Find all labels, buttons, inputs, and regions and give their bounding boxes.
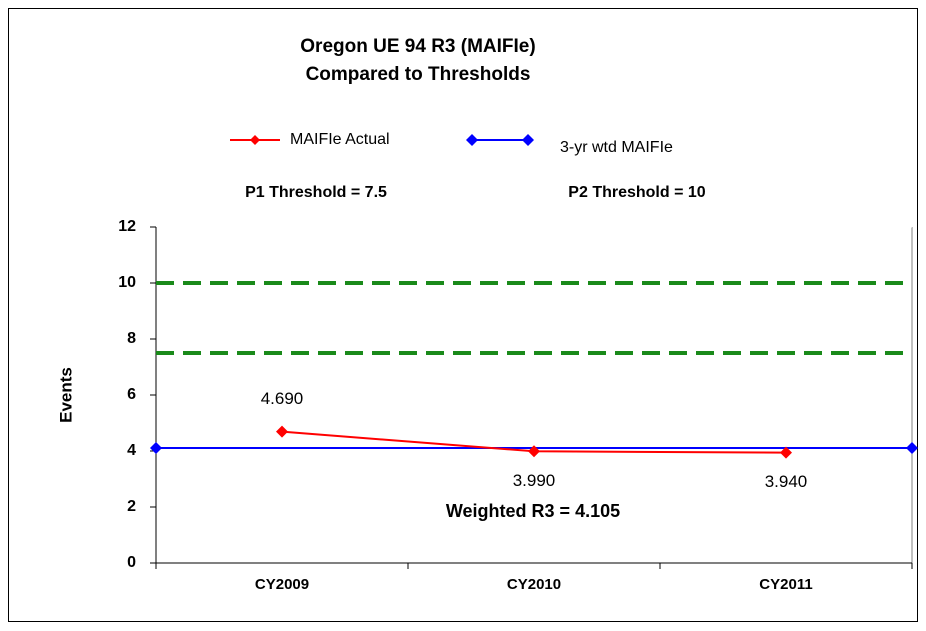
data-label: 4.690 [261,389,304,408]
threshold-label: P1 Threshold = 7.5 [245,184,387,201]
x-tick-label: CY2010 [507,576,561,593]
chart-frame [8,8,918,622]
series-marker [906,442,918,455]
series-marker [780,446,792,459]
y-tick-label: 0 [127,554,136,571]
chart-title: Oregon UE 94 R3 (MAIFIe) [300,36,535,57]
y-tick-label: 8 [127,330,136,347]
chart-title: Compared to Thresholds [306,64,531,85]
data-label: 3.990 [513,471,556,490]
legend-marker [250,135,260,145]
series-marker [528,445,540,458]
annotation: Weighted R3 = 4.105 [446,501,620,521]
y-tick-label: 2 [127,498,136,515]
y-tick-label: 10 [118,274,136,291]
legend-marker [466,134,478,146]
x-tick-label: CY2011 [759,576,812,593]
legend-label: MAIFIe Actual [290,131,390,148]
series-marker [276,425,288,438]
y-tick-label: 6 [127,386,136,403]
series-marker [150,442,162,455]
legend-label: 3-yr wtd MAIFIe [560,139,673,156]
y-tick-label: 4 [127,442,136,459]
y-axis-label: Events [56,367,75,423]
x-tick-label: CY2009 [255,576,309,593]
legend-marker [522,134,534,146]
y-tick-label: 12 [118,218,136,235]
data-label: 3.940 [765,472,808,491]
threshold-label: P2 Threshold = 10 [568,184,705,201]
